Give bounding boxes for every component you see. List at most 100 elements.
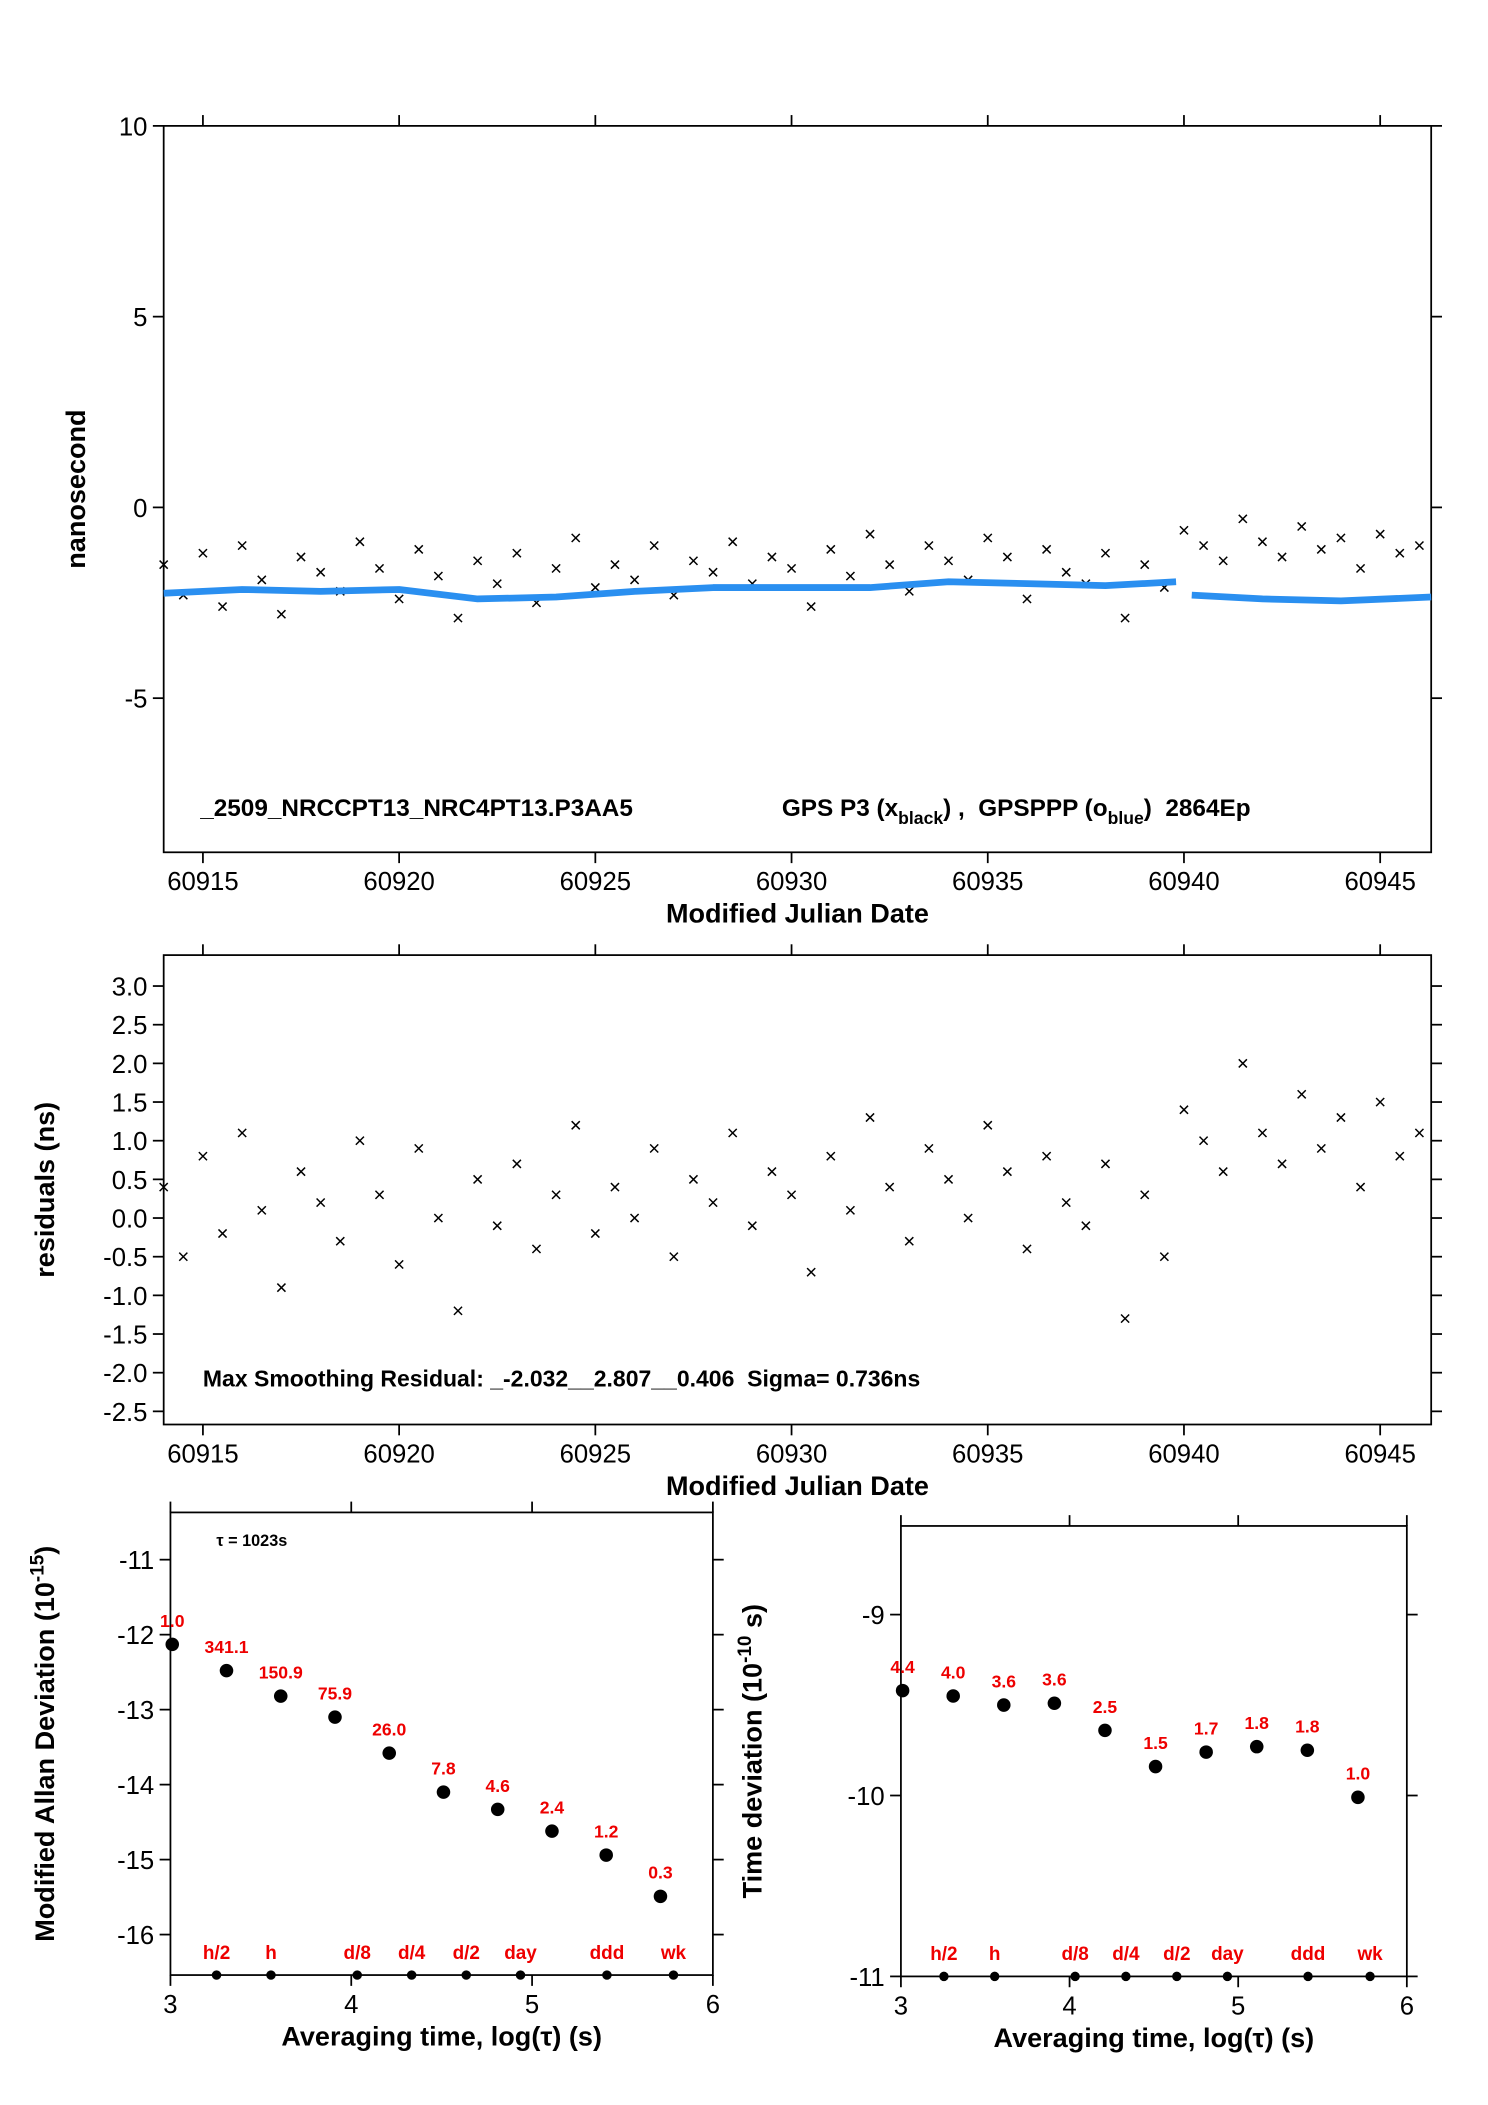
reference-label: d/4 [1112, 1944, 1140, 1965]
dot-marker [165, 1637, 180, 1652]
annotation-subscript: black [898, 808, 943, 828]
y-tick-label: 2.0 [112, 1051, 148, 1079]
reference-mark [939, 1971, 949, 1982]
point-label: 3.6 [992, 1671, 1017, 1691]
x-marker [845, 1205, 855, 1215]
x-marker [963, 1213, 973, 1223]
x-marker [531, 1244, 542, 1254]
series-line [163, 578, 1432, 605]
x-marker [885, 560, 895, 570]
point-label: 3.6 [1042, 1670, 1067, 1690]
dot-marker [895, 1683, 910, 1698]
annotation: τ = 1023s [216, 1532, 287, 1550]
x-marker [1120, 1313, 1130, 1324]
x-marker [374, 563, 385, 574]
x-marker [512, 1159, 522, 1169]
y-axis-label-part: Modified Allan Deviation (10 [30, 1582, 60, 1942]
x-marker [1238, 514, 1248, 524]
x-marker [1316, 1143, 1326, 1154]
y-tick-label: 2.5 [112, 1012, 148, 1040]
x-marker [1238, 1058, 1248, 1068]
dot-marker [1249, 1739, 1264, 1754]
x-tick-label: 60915 [167, 1440, 238, 1468]
x-marker [806, 602, 816, 612]
x-marker [316, 567, 326, 577]
x-marker [669, 1252, 679, 1262]
y-tick-label: 3.0 [112, 974, 148, 1002]
x-marker [1198, 1136, 1209, 1146]
x-tick-label: 60930 [756, 1440, 827, 1468]
x-marker [1179, 1105, 1189, 1115]
x-marker [747, 1221, 757, 1231]
x-marker [1257, 1128, 1268, 1138]
x-marker [983, 533, 993, 543]
dot-marker [653, 1889, 668, 1904]
x-marker [590, 1228, 600, 1239]
annotation-part: GPS P3 (x [782, 795, 899, 822]
reference-label: ddd [1291, 1944, 1326, 1965]
x-tick-label: 4 [344, 1991, 358, 2019]
x-marker [394, 1259, 404, 1270]
y-tick-label: -5 [125, 686, 148, 714]
x-marker [1375, 1097, 1385, 1107]
dot-marker [1300, 1743, 1315, 1758]
dot-marker [1351, 1790, 1365, 1805]
x-marker [355, 537, 365, 547]
reference-mark [989, 1971, 1000, 1982]
reference-label: d/2 [453, 1943, 480, 1964]
y-tick-label: 0.0 [112, 1205, 148, 1233]
dot-marker [1148, 1759, 1163, 1774]
y-tick-label: -2.5 [103, 1399, 147, 1427]
x-marker [551, 563, 561, 574]
reference-mark [1121, 1971, 1131, 1982]
x-marker [1081, 1221, 1091, 1231]
x-marker [257, 1205, 267, 1215]
x-marker [1316, 544, 1326, 554]
y-tick-label: 5 [133, 304, 147, 332]
point-label: 1.0 [160, 1611, 185, 1631]
x-tick-label: 5 [1231, 1992, 1245, 2020]
reference-mark [602, 1970, 612, 1980]
point-label: 4.4 [890, 1657, 915, 1677]
y-tick-label: 1.5 [112, 1090, 148, 1118]
annotation: Max Smoothing Residual: _-2.032__2.807__… [203, 1366, 920, 1392]
x-marker [1100, 548, 1111, 558]
x-marker [1395, 548, 1405, 558]
point-label: 2.4 [540, 1798, 565, 1818]
reference-label: h/2 [203, 1943, 230, 1964]
reference-label: wk [1356, 1944, 1383, 1965]
x-tick-label: 60925 [560, 868, 631, 896]
x-tick-label: 5 [525, 1991, 539, 2019]
x-marker [904, 1236, 914, 1246]
annotation-part: ) 2864Ep [1144, 795, 1251, 822]
dot-marker [1047, 1696, 1062, 1711]
point-label: 4.6 [485, 1776, 510, 1796]
x-marker [1061, 567, 1071, 577]
x-tick-label: 3 [163, 1991, 177, 2019]
x-marker [316, 1197, 326, 1208]
y-axis-label-part: ) [30, 1546, 60, 1555]
x-marker [414, 1143, 424, 1154]
x-marker [786, 563, 797, 574]
point-label: 1.7 [1194, 1719, 1218, 1739]
x-marker [786, 1190, 797, 1200]
x-marker [1042, 1151, 1052, 1161]
x-marker [198, 548, 208, 558]
x-marker [276, 1283, 286, 1293]
x-tick-label: 60915 [167, 868, 238, 896]
reference-mark [211, 1970, 222, 1980]
x-marker [473, 1174, 483, 1184]
annotation-subscript: blue [1108, 808, 1144, 828]
plot-frame [900, 1525, 1408, 1978]
x-tick-label: 60935 [952, 868, 1023, 896]
reference-label: d/8 [1061, 1944, 1088, 1965]
x-marker [1198, 540, 1209, 551]
y-tick-label: 0.5 [112, 1167, 148, 1195]
dot-marker [1199, 1745, 1213, 1759]
x-marker [924, 1143, 934, 1154]
x-marker [1218, 1167, 1228, 1177]
x-tick-label: 4 [1062, 1992, 1076, 2020]
x-marker [433, 1213, 443, 1223]
